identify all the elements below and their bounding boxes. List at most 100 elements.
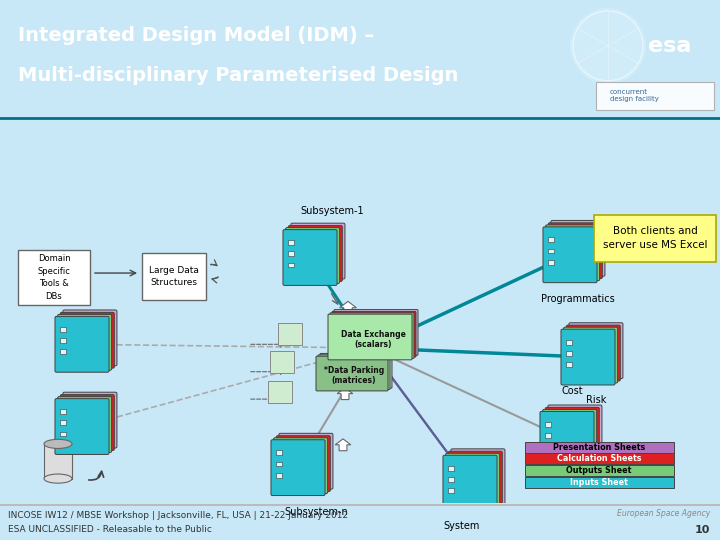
Text: System: System <box>444 521 480 531</box>
FancyBboxPatch shape <box>446 453 500 509</box>
FancyBboxPatch shape <box>279 433 333 489</box>
FancyBboxPatch shape <box>316 356 388 391</box>
Text: ESA UNCLASSIFIED - Releasable to the Public: ESA UNCLASSIFIED - Releasable to the Pub… <box>8 525 212 534</box>
Bar <box>60 421 66 425</box>
Text: Risk: Risk <box>586 395 606 405</box>
FancyBboxPatch shape <box>274 438 328 494</box>
FancyBboxPatch shape <box>286 227 340 284</box>
FancyBboxPatch shape <box>449 451 503 507</box>
Text: *Data Parking
(matrices): *Data Parking (matrices) <box>324 366 384 385</box>
Text: Multi-disciplinary Parameterised Design: Multi-disciplinary Parameterised Design <box>18 66 459 85</box>
FancyBboxPatch shape <box>283 230 337 286</box>
FancyBboxPatch shape <box>540 411 594 467</box>
FancyBboxPatch shape <box>271 440 325 496</box>
FancyBboxPatch shape <box>268 381 292 403</box>
FancyBboxPatch shape <box>443 455 497 511</box>
FancyBboxPatch shape <box>546 225 600 281</box>
Text: Both clients and
server use MS Excel: Both clients and server use MS Excel <box>603 226 707 251</box>
FancyBboxPatch shape <box>548 405 602 461</box>
Bar <box>60 338 66 343</box>
FancyBboxPatch shape <box>543 409 597 465</box>
Bar <box>567 362 572 367</box>
FancyBboxPatch shape <box>58 396 112 453</box>
FancyBboxPatch shape <box>524 454 673 464</box>
FancyBboxPatch shape <box>543 227 597 282</box>
Bar <box>546 444 551 449</box>
Text: Calculation Sheets: Calculation Sheets <box>557 455 642 463</box>
Bar <box>449 477 454 482</box>
FancyBboxPatch shape <box>318 355 390 389</box>
Bar <box>276 462 282 467</box>
Bar <box>289 251 294 256</box>
FancyBboxPatch shape <box>334 309 418 355</box>
FancyBboxPatch shape <box>55 316 109 372</box>
Text: concurrent
design facility: concurrent design facility <box>610 89 659 102</box>
Text: Integrated Design Model (IDM) –: Integrated Design Model (IDM) – <box>18 26 374 45</box>
Text: esa: esa <box>648 36 691 56</box>
Polygon shape <box>337 388 353 400</box>
FancyBboxPatch shape <box>278 323 302 345</box>
FancyBboxPatch shape <box>288 226 342 281</box>
FancyBboxPatch shape <box>330 313 414 359</box>
Bar <box>549 238 554 242</box>
FancyBboxPatch shape <box>451 449 505 505</box>
Bar <box>60 327 66 332</box>
Bar <box>449 488 454 493</box>
FancyBboxPatch shape <box>566 325 621 381</box>
FancyBboxPatch shape <box>276 436 330 491</box>
Polygon shape <box>340 301 356 314</box>
Text: Subsystem-1: Subsystem-1 <box>300 206 364 215</box>
FancyBboxPatch shape <box>596 82 714 110</box>
FancyBboxPatch shape <box>569 323 623 379</box>
FancyBboxPatch shape <box>548 223 603 279</box>
Bar <box>567 340 572 345</box>
FancyBboxPatch shape <box>58 314 112 370</box>
Text: Outputs Sheet: Outputs Sheet <box>567 467 631 475</box>
Bar <box>546 433 551 438</box>
FancyBboxPatch shape <box>561 329 615 385</box>
FancyBboxPatch shape <box>328 314 412 360</box>
Text: European Space Agency: European Space Agency <box>617 509 710 518</box>
Bar <box>60 431 66 436</box>
Ellipse shape <box>44 474 72 483</box>
FancyBboxPatch shape <box>594 214 716 262</box>
Text: Domain
Specific
Tools &
DBs: Domain Specific Tools & DBs <box>37 254 71 301</box>
Ellipse shape <box>44 440 72 448</box>
Bar <box>276 472 282 477</box>
Bar <box>289 262 294 267</box>
FancyBboxPatch shape <box>142 253 206 300</box>
FancyBboxPatch shape <box>564 327 618 383</box>
Polygon shape <box>336 439 351 451</box>
Text: Large Data
Structures: Large Data Structures <box>149 266 199 287</box>
Text: Programmatics: Programmatics <box>541 294 615 304</box>
Text: Cost: Cost <box>561 386 582 396</box>
FancyBboxPatch shape <box>545 407 599 463</box>
Bar <box>546 422 551 427</box>
Text: Subsystem-n: Subsystem-n <box>284 507 348 517</box>
Bar <box>0 504 720 507</box>
FancyBboxPatch shape <box>524 442 673 453</box>
Text: Data Exchange
(scalars): Data Exchange (scalars) <box>341 330 405 349</box>
FancyBboxPatch shape <box>18 250 90 305</box>
Wedge shape <box>570 8 646 84</box>
FancyBboxPatch shape <box>55 399 109 455</box>
Bar <box>567 351 572 356</box>
FancyBboxPatch shape <box>291 223 345 279</box>
Text: 10: 10 <box>695 525 710 535</box>
FancyBboxPatch shape <box>551 220 605 276</box>
Bar <box>549 248 554 253</box>
FancyBboxPatch shape <box>63 310 117 366</box>
Bar <box>449 466 454 470</box>
Text: Presentation Sheets: Presentation Sheets <box>553 443 645 451</box>
FancyBboxPatch shape <box>524 477 673 488</box>
Text: Inputs Sheet: Inputs Sheet <box>570 478 628 487</box>
Bar <box>276 450 282 455</box>
Text: INCOSE IW12 / MBSE Workshop | Jacksonville, FL, USA | 21-22 January 2012: INCOSE IW12 / MBSE Workshop | Jacksonvil… <box>8 511 348 520</box>
FancyBboxPatch shape <box>60 312 114 368</box>
FancyBboxPatch shape <box>60 395 114 450</box>
FancyBboxPatch shape <box>320 354 392 388</box>
Bar <box>60 349 66 354</box>
FancyBboxPatch shape <box>270 350 294 373</box>
Bar <box>289 240 294 245</box>
Bar <box>44 444 72 478</box>
